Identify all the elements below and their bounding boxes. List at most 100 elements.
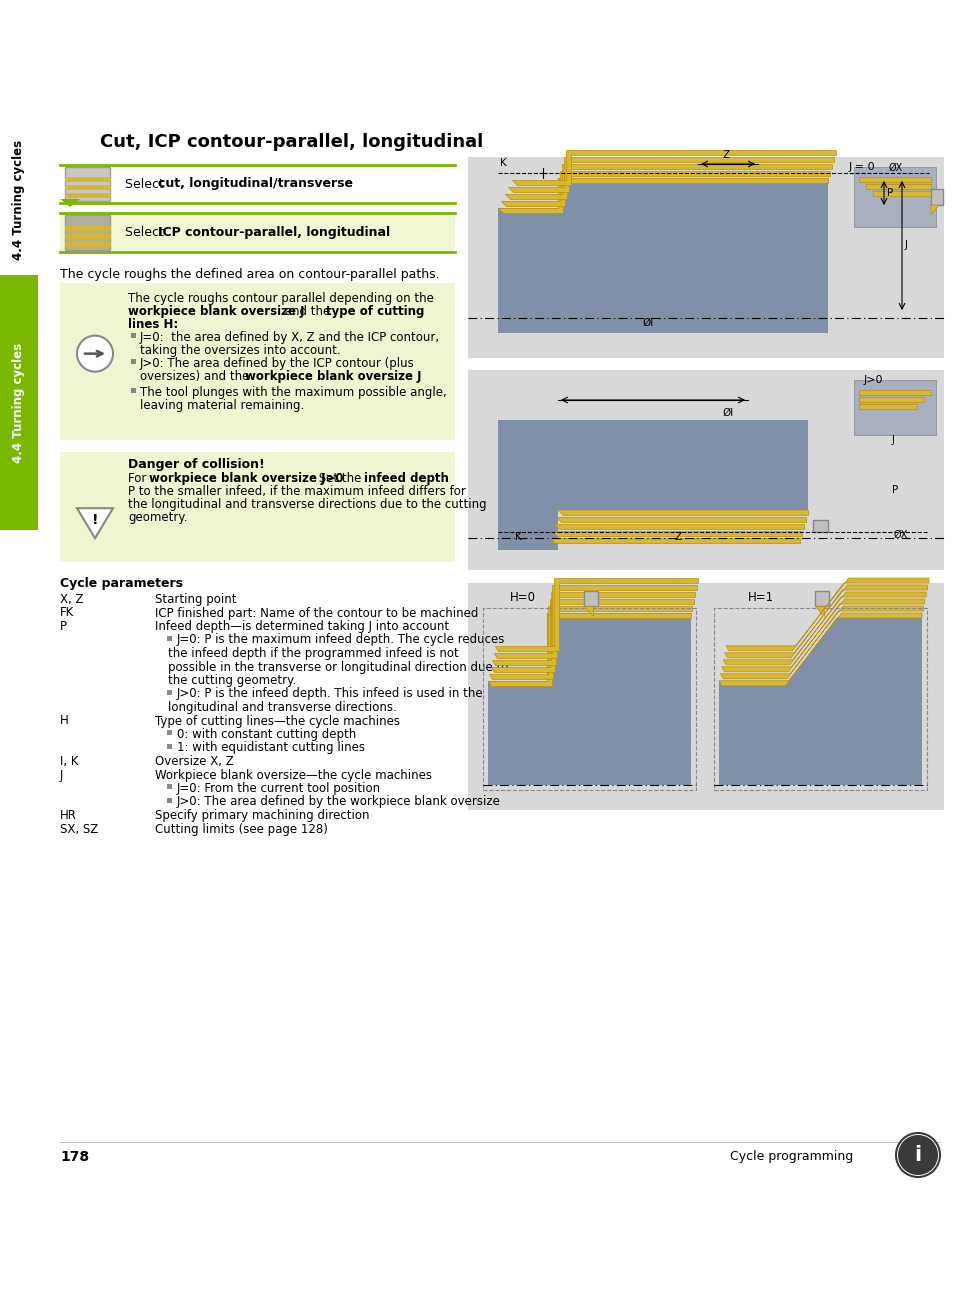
Text: The tool plunges with the maximum possible angle,: The tool plunges with the maximum possib… [140,386,446,399]
Text: SX, SZ: SX, SZ [60,823,98,836]
Text: : Set the: : Set the [311,472,365,485]
Polygon shape [719,613,921,685]
Text: Oversize X, Z: Oversize X, Z [154,755,233,768]
Text: workpiece blank oversize J>0: workpiece blank oversize J>0 [149,472,343,485]
Polygon shape [501,171,829,205]
Text: For: For [128,472,150,485]
Text: Infeed depth—is determined taking J into account: Infeed depth—is determined taking J into… [154,620,449,633]
Text: 0: with constant cutting depth: 0: with constant cutting depth [177,729,355,742]
Polygon shape [858,390,930,395]
Polygon shape [495,578,698,651]
Text: J>0: P is the infeed depth. This infeed is used in the: J>0: P is the infeed depth. This infeed … [177,688,483,701]
Text: the cutting geometry.: the cutting geometry. [168,674,296,687]
Text: 1: with equidistant cutting lines: 1: with equidistant cutting lines [177,742,365,755]
Polygon shape [492,593,695,664]
Polygon shape [512,150,836,184]
FancyBboxPatch shape [167,783,172,789]
Text: Starting point: Starting point [154,593,236,606]
Polygon shape [556,517,805,522]
Text: geometry.: geometry. [128,511,188,525]
Text: Select: Select [125,178,168,191]
Polygon shape [815,606,823,616]
Polygon shape [497,420,807,549]
Text: Specify primary machining direction: Specify primary machining direction [154,810,369,821]
Text: J: J [904,241,907,251]
FancyBboxPatch shape [167,636,172,641]
FancyBboxPatch shape [468,157,943,358]
Text: ICP finished part: Name of the contour to be machined: ICP finished part: Name of the contour t… [154,607,477,620]
Polygon shape [490,599,693,672]
Polygon shape [722,593,925,664]
Text: 178: 178 [60,1150,89,1164]
Polygon shape [497,178,827,213]
Polygon shape [858,177,930,182]
Polygon shape [721,599,923,672]
Text: J = 0: J = 0 [848,162,875,171]
Text: J>0: The area defined by the ICP contour (plus: J>0: The area defined by the ICP contour… [140,357,415,370]
FancyBboxPatch shape [468,583,943,810]
Text: the infeed depth if the programmed infeed is not: the infeed depth if the programmed infee… [168,647,458,661]
FancyBboxPatch shape [930,188,942,205]
FancyBboxPatch shape [65,215,110,250]
Text: K: K [514,532,521,542]
Polygon shape [508,157,834,192]
Text: I, K: I, K [60,755,78,768]
Polygon shape [551,531,801,536]
Polygon shape [488,613,690,785]
Text: H: H [60,714,69,727]
Text: The cycle roughs contour parallel depending on the: The cycle roughs contour parallel depend… [128,292,434,305]
Text: J>0: J>0 [863,375,882,385]
Text: J: J [891,436,894,445]
Text: Z: Z [674,532,680,542]
Text: Workpiece blank oversize—the cycle machines: Workpiece blank oversize—the cycle machi… [154,769,432,781]
Text: infeed depth: infeed depth [364,472,449,485]
Polygon shape [720,606,923,679]
Circle shape [77,336,112,371]
FancyBboxPatch shape [167,798,172,803]
FancyBboxPatch shape [167,743,172,748]
Text: Cutting limits (see page 128): Cutting limits (see page 128) [154,823,328,836]
Polygon shape [554,525,803,528]
Text: ØX: ØX [888,164,902,173]
Polygon shape [584,606,593,616]
Text: workpiece blank oversize J: workpiece blank oversize J [128,305,304,318]
Polygon shape [504,164,831,199]
Circle shape [897,1135,937,1175]
Text: and the: and the [281,305,334,318]
Text: X, Z: X, Z [60,593,84,606]
Text: H=0: H=0 [510,591,536,604]
FancyBboxPatch shape [853,381,935,436]
Polygon shape [872,191,930,196]
Text: ICP contour-parallel, longitudinal: ICP contour-parallel, longitudinal [158,226,390,239]
Polygon shape [858,398,923,402]
Text: the longitudinal and transverse directions due to the cutting: the longitudinal and transverse directio… [128,498,486,511]
Text: cut, longitudinal/transverse: cut, longitudinal/transverse [158,178,353,191]
Text: possible in the transverse or longitudinal direction due to: possible in the transverse or longitudin… [168,661,508,674]
Text: !: ! [91,513,98,527]
Text: Cut, ICP contour-parallel, longitudinal: Cut, ICP contour-parallel, longitudinal [100,133,483,150]
Polygon shape [60,199,80,207]
FancyBboxPatch shape [60,213,455,252]
Text: J: J [60,769,63,781]
Text: J=0: P is the maximum infeed depth. The cycle reduces: J=0: P is the maximum infeed depth. The … [177,633,505,646]
Polygon shape [488,613,690,685]
Polygon shape [558,510,807,515]
Text: HR: HR [60,810,77,821]
Text: Cycle programming: Cycle programming [729,1150,852,1163]
FancyBboxPatch shape [65,167,110,201]
Text: P to the smaller infeed, if the maximum infeed differs for: P to the smaller infeed, if the maximum … [128,485,465,498]
Text: K: K [499,158,506,167]
Text: The cycle roughs the defined area on contour-parallel paths.: The cycle roughs the defined area on con… [60,268,439,281]
Polygon shape [858,404,916,409]
FancyBboxPatch shape [468,370,943,570]
FancyBboxPatch shape [0,275,38,530]
Text: P: P [891,485,898,494]
Text: J=0:  the area defined by X, Z and the ICP contour,: J=0: the area defined by X, Z and the IC… [140,331,439,344]
Polygon shape [725,578,928,651]
FancyBboxPatch shape [167,730,172,735]
FancyBboxPatch shape [815,591,828,606]
FancyBboxPatch shape [60,453,455,562]
Text: Z: Z [722,150,729,160]
FancyBboxPatch shape [131,387,136,392]
FancyBboxPatch shape [812,521,827,532]
